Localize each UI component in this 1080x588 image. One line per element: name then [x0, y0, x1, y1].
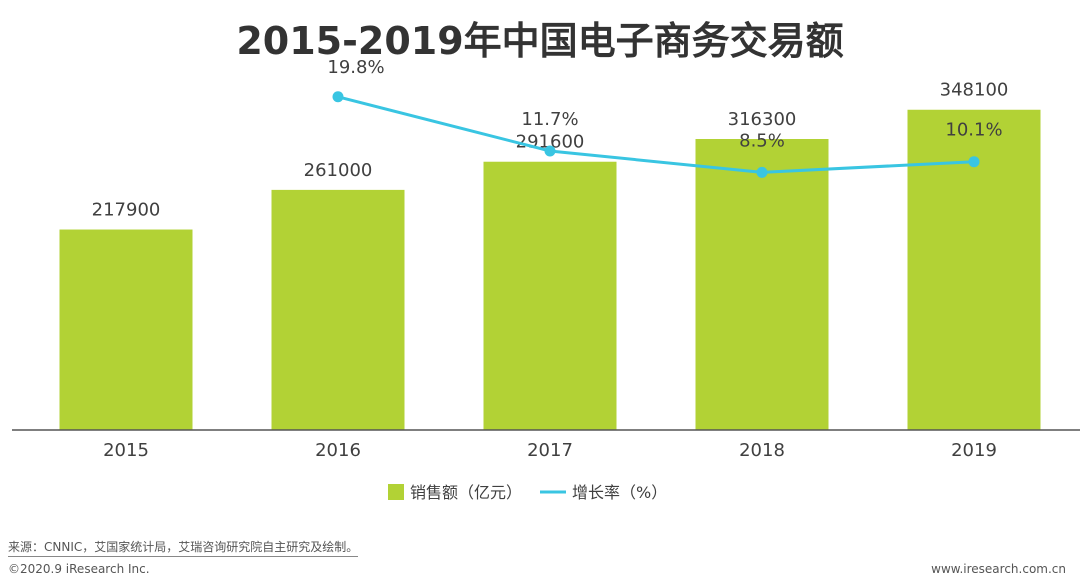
- growth-point-2019: [968, 156, 980, 168]
- source-note: 来源：CNNIC，艾国家统计局，艾瑞咨询研究院自主研究及绘制。: [8, 538, 359, 557]
- legend-bar-label: 销售额（亿元）: [410, 483, 522, 502]
- growth-label-2016: 19.8%: [327, 57, 384, 78]
- x-tick-2015: 2015: [103, 440, 149, 461]
- copyright: ©2020.9 iResearch Inc.: [8, 562, 150, 576]
- growth-label-2017: 11.7%: [521, 109, 578, 130]
- x-tick-2019: 2019: [951, 440, 997, 461]
- growth-label-2018: 8.5%: [739, 130, 785, 151]
- bar-label-2016: 261000: [304, 160, 373, 181]
- bar-label-2015: 217900: [92, 200, 161, 221]
- growth-label-2019: 10.1%: [945, 120, 1002, 141]
- bar-2016: [271, 189, 405, 430]
- bar-label-2019: 348100: [940, 80, 1009, 101]
- legend-bar-swatch: [388, 484, 404, 500]
- growth-line: [337, 95, 975, 174]
- bar-2017: [483, 161, 617, 430]
- growth-point-2017: [544, 145, 556, 157]
- growth-point-2018: [756, 166, 768, 178]
- website-url: www.iresearch.com.cn: [931, 562, 1066, 576]
- x-tick-2017: 2017: [527, 440, 573, 461]
- bar-2015: [59, 229, 193, 430]
- growth-point-2016: [332, 91, 344, 103]
- chart-title: 2015-2019年中国电子商务交易额: [236, 19, 844, 63]
- bar-2018: [695, 139, 829, 430]
- x-tick-2018: 2018: [739, 440, 785, 461]
- bar-label-2018: 316300: [728, 109, 797, 130]
- legend-line-label: 增长率（%）: [572, 483, 667, 502]
- x-tick-2016: 2016: [315, 440, 361, 461]
